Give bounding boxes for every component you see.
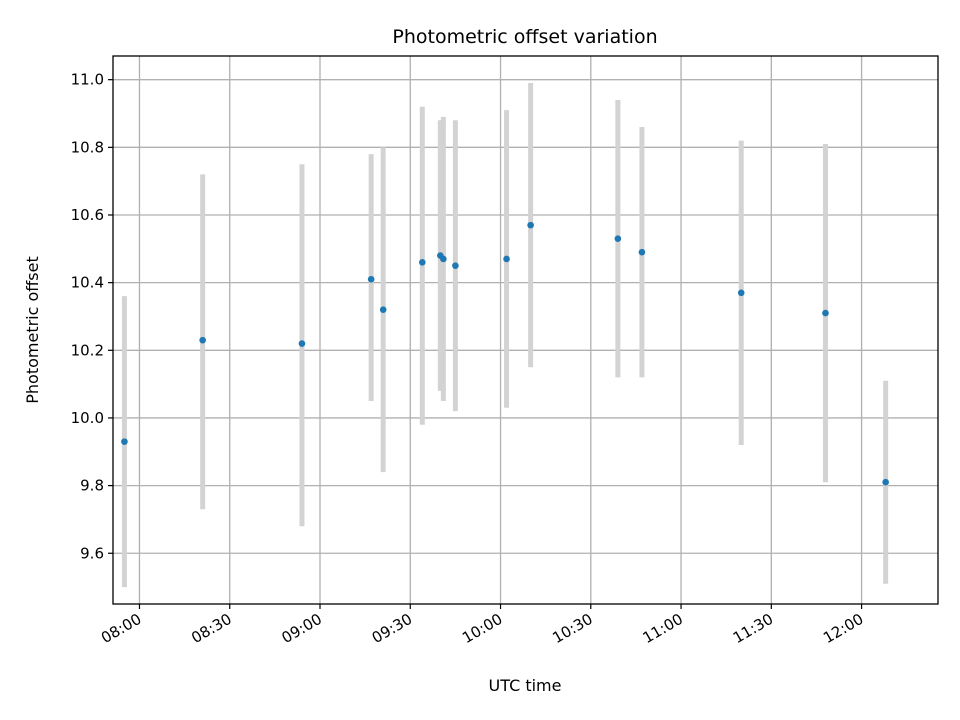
y-tick-label: 9.8	[80, 477, 104, 495]
data-points	[121, 221, 889, 486]
data-point	[379, 306, 387, 314]
data-point	[440, 255, 447, 263]
data-point	[638, 248, 646, 256]
data-point	[367, 275, 375, 283]
y-tick-label: 10.4	[71, 274, 104, 292]
data-point	[418, 259, 426, 266]
y-tick-label: 11.0	[71, 71, 104, 89]
y-tick-label: 10.0	[71, 409, 104, 427]
grid	[113, 56, 938, 604]
plot-frame	[112, 55, 939, 605]
data-point	[503, 255, 510, 263]
data-point	[737, 289, 745, 297]
y-tick-label: 10.2	[71, 341, 104, 359]
x-axis-title: UTC time	[489, 676, 562, 695]
data-point	[822, 309, 829, 317]
data-point	[298, 340, 306, 347]
y-tick-label: 9.6	[80, 544, 104, 562]
y-tick-label: 10.6	[71, 206, 104, 224]
data-point	[199, 336, 206, 344]
y-axis-title: Photometric offset	[23, 256, 42, 404]
data-point	[527, 221, 534, 229]
y-axis-ticks: 9.6 9.8 10.0 10.2 10.4 10.6 10.8 11.0	[71, 71, 113, 562]
y-tick-label: 10.8	[71, 138, 104, 156]
chart-title: Photometric offset variation	[392, 26, 657, 48]
data-point	[121, 438, 128, 445]
data-point	[882, 478, 889, 486]
data-point	[452, 262, 459, 270]
data-point	[614, 235, 622, 242]
